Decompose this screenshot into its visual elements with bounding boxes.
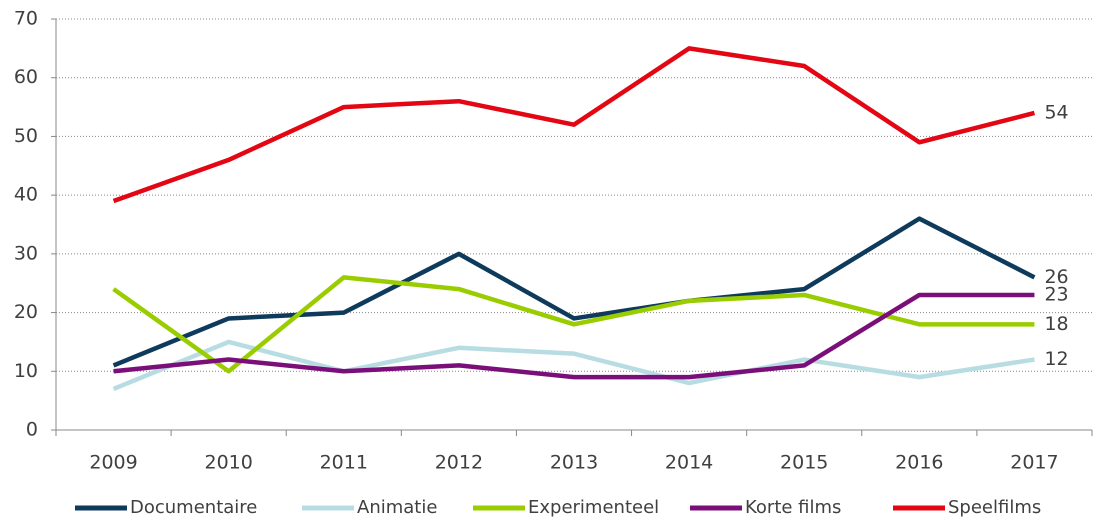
data-label: 26: [1044, 266, 1068, 288]
x-tick-label: 2013: [550, 452, 598, 474]
series-line: [112, 216, 1036, 368]
x-tick-label: 2017: [1010, 452, 1058, 474]
x-tick-label: 2010: [204, 452, 252, 474]
y-tick-label: 20: [14, 301, 38, 323]
legend: Documentaire Animatie Experimenteel Korte f…: [75, 497, 1041, 518]
y-tick-label: 40: [14, 184, 38, 206]
series-line: [112, 339, 1035, 391]
x-tick-label: 2014: [665, 452, 713, 474]
data-label: 54: [1044, 101, 1068, 123]
y-tick-label: 60: [14, 66, 38, 88]
legend-label: Documentaire: [130, 497, 257, 518]
data-label: 12: [1044, 348, 1068, 370]
y-tick-label: 30: [14, 242, 38, 264]
legend-label: Speelfilms: [948, 497, 1041, 518]
series-line: [112, 275, 1035, 374]
x-tick-label: 2015: [780, 452, 828, 474]
x-tick-label: 2012: [435, 452, 483, 474]
legend-label: Animatie: [357, 497, 437, 518]
data-label: 18: [1044, 313, 1068, 335]
series-line: [113, 292, 1035, 380]
y-tick-label: 0: [26, 419, 38, 441]
y-tick-label: 10: [14, 360, 38, 382]
x-tick-label: 2016: [895, 452, 943, 474]
data-label: 23: [1044, 283, 1068, 305]
legend-label: Korte films: [745, 497, 841, 518]
x-tick-label: 2011: [320, 452, 368, 474]
series-line: [112, 46, 1036, 204]
x-tick-label: 2009: [89, 452, 137, 474]
y-tick-label: 50: [14, 125, 38, 147]
y-tick-label: 70: [14, 8, 38, 30]
legend-label: Experimenteel: [528, 497, 659, 518]
